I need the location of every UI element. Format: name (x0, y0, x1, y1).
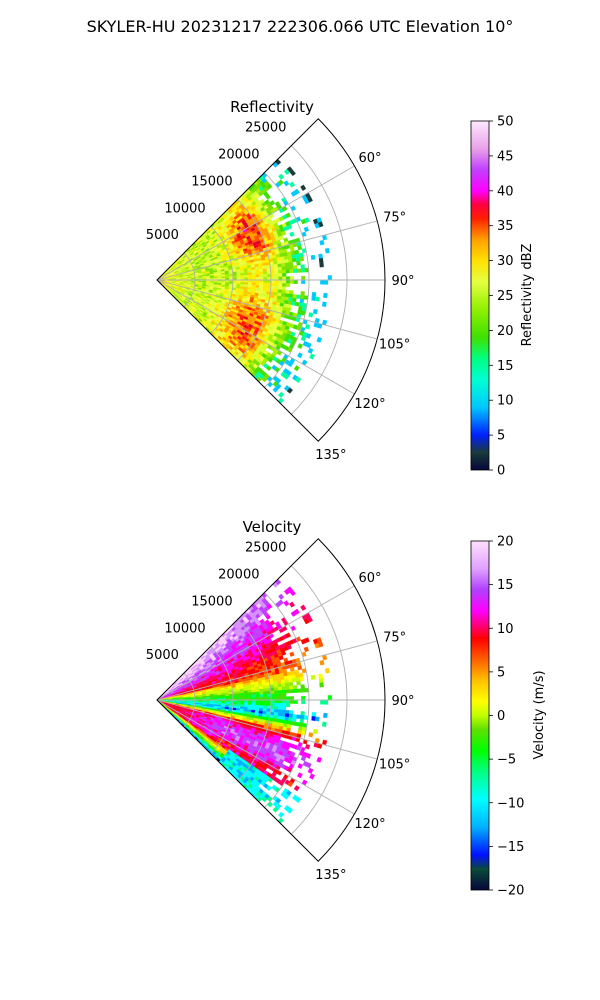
range-tick-label: 20000 (218, 568, 259, 583)
azimuth-spoke-75 (156, 640, 378, 701)
reflectivity-title: Reflectivity (230, 98, 314, 116)
colorbar-tick-label: −15 (497, 840, 524, 855)
range-tick-label: 25000 (245, 541, 286, 556)
colorbar-tick-label: −10 (497, 796, 524, 811)
azimuth-spoke-120 (156, 279, 355, 395)
colorbar-tick-label: −20 (497, 884, 524, 899)
azimuth-tick-label: 135° (315, 448, 346, 463)
azimuth-tick-label: 90° (391, 694, 414, 709)
reflectivity-colorbar-scale (470, 120, 490, 471)
azimuth-tick-label: 90° (391, 274, 414, 289)
velocity-title: Velocity (243, 518, 302, 536)
sector-frame (156, 538, 386, 862)
velocity-panel: Velocity 500010000150002000025000Meters6… (146, 518, 547, 899)
reflectivity-polar-plot: 500010000150002000025000Meters60°75°90°1… (146, 118, 415, 463)
colorbar-tick-label: 15 (497, 359, 514, 374)
colorbar-tick-label: 30 (497, 254, 514, 269)
azimuth-tick-label: 60° (358, 151, 381, 166)
colorbar-tick-label: 50 (497, 115, 514, 130)
colorbar-tick-label: 45 (497, 149, 514, 164)
azimuth-spoke-60 (156, 585, 355, 701)
azimuth-tick-label: 105° (379, 758, 410, 773)
range-tick-label: 5000 (146, 648, 179, 663)
colorbar-tick-label: 10 (497, 622, 514, 637)
colorbar-tick-label: −5 (497, 753, 516, 768)
range-tick-label: 10000 (164, 201, 205, 216)
colorbar-tick-label: 0 (497, 464, 505, 479)
reflectivity-colorbar-label: Reflectivity dBZ (520, 244, 535, 347)
azimuth-tick-label: 75° (383, 210, 406, 225)
azimuth-tick-label: 105° (379, 338, 410, 353)
velocity-colorbar: Velocity (m/s) −20 −15 −10 −5 0 5 10 15 20 (470, 535, 547, 899)
azimuth-tick-label: 120° (354, 397, 385, 412)
range-tick-label: 15000 (191, 174, 232, 189)
colorbar-tick-label: 35 (497, 219, 514, 234)
figure-title: SKYLER-HU 20231217 222306.066 UTC Elevat… (87, 17, 514, 36)
azimuth-spoke-60 (156, 165, 355, 281)
colorbar-tick-label: 0 (497, 709, 505, 724)
azimuth-spoke-120 (156, 699, 355, 815)
sector-frame (156, 118, 386, 442)
range-tick-label: 15000 (191, 594, 232, 609)
reflectivity-panel: Reflectivity 500010000150002000025000Met… (146, 98, 535, 479)
reflectivity-colorbar: Reflectivity dBZ 0 5 10 15 20 25 30 35 40 45 50 (470, 115, 535, 479)
azimuth-spoke-105 (156, 699, 378, 760)
colorbar-tick-label: 15 (497, 578, 514, 593)
velocity-colorbar-scale (470, 540, 490, 891)
range-tick-label: 25000 (245, 121, 286, 136)
colorbar-tick-label: 20 (497, 324, 514, 339)
colorbar-tick-label: 5 (497, 429, 505, 444)
range-tick-label: 10000 (164, 621, 205, 636)
azimuth-spoke-75 (156, 220, 378, 281)
azimuth-spoke-105 (156, 279, 378, 340)
azimuth-tick-label: 60° (358, 571, 381, 586)
colorbar-tick-label: 20 (497, 535, 514, 550)
range-tick-label: 5000 (146, 228, 179, 243)
colorbar-tick-label: 10 (497, 394, 514, 409)
azimuth-tick-label: 120° (354, 817, 385, 832)
velocity-colorbar-label: Velocity (m/s) (532, 670, 547, 759)
velocity-polar-plot: 500010000150002000025000Meters60°75°90°1… (146, 538, 415, 883)
colorbar-tick-label: 5 (497, 665, 505, 680)
range-tick-label: 20000 (218, 148, 259, 163)
colorbar-tick-label: 40 (497, 184, 514, 199)
azimuth-tick-label: 135° (315, 868, 346, 883)
azimuth-tick-label: 75° (383, 630, 406, 645)
colorbar-tick-label: 25 (497, 289, 514, 304)
